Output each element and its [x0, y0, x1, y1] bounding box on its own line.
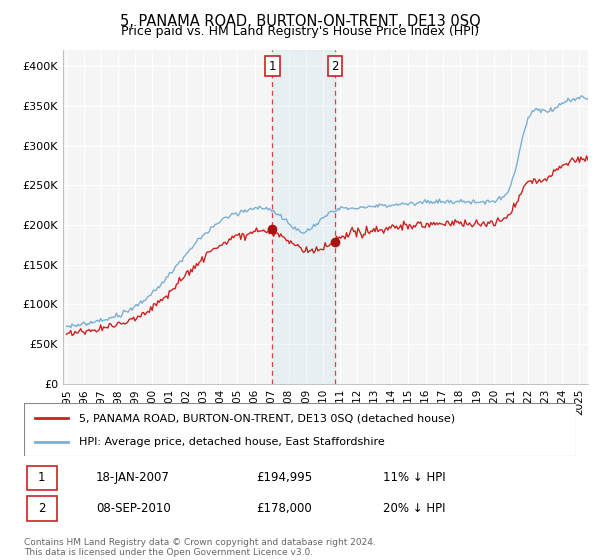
Text: 2: 2 — [38, 502, 46, 515]
Text: £178,000: £178,000 — [256, 502, 311, 515]
Text: 08-SEP-2010: 08-SEP-2010 — [96, 502, 170, 515]
Bar — [272, 50, 335, 384]
Text: 11% ↓ HPI: 11% ↓ HPI — [383, 471, 445, 484]
Text: 5, PANAMA ROAD, BURTON-ON-TRENT, DE13 0SQ: 5, PANAMA ROAD, BURTON-ON-TRENT, DE13 0S… — [119, 14, 481, 29]
Text: Price paid vs. HM Land Registry's House Price Index (HPI): Price paid vs. HM Land Registry's House … — [121, 25, 479, 38]
Text: Contains HM Land Registry data © Crown copyright and database right 2024.
This d: Contains HM Land Registry data © Crown c… — [24, 538, 376, 557]
FancyBboxPatch shape — [27, 466, 57, 489]
Text: 2: 2 — [331, 60, 339, 73]
Text: £194,995: £194,995 — [256, 471, 312, 484]
Text: HPI: Average price, detached house, East Staffordshire: HPI: Average price, detached house, East… — [79, 436, 385, 446]
Text: 20% ↓ HPI: 20% ↓ HPI — [383, 502, 445, 515]
Text: 5, PANAMA ROAD, BURTON-ON-TRENT, DE13 0SQ (detached house): 5, PANAMA ROAD, BURTON-ON-TRENT, DE13 0S… — [79, 413, 455, 423]
Text: 18-JAN-2007: 18-JAN-2007 — [96, 471, 170, 484]
Text: 1: 1 — [38, 471, 46, 484]
Text: 1: 1 — [269, 60, 276, 73]
FancyBboxPatch shape — [27, 497, 57, 521]
